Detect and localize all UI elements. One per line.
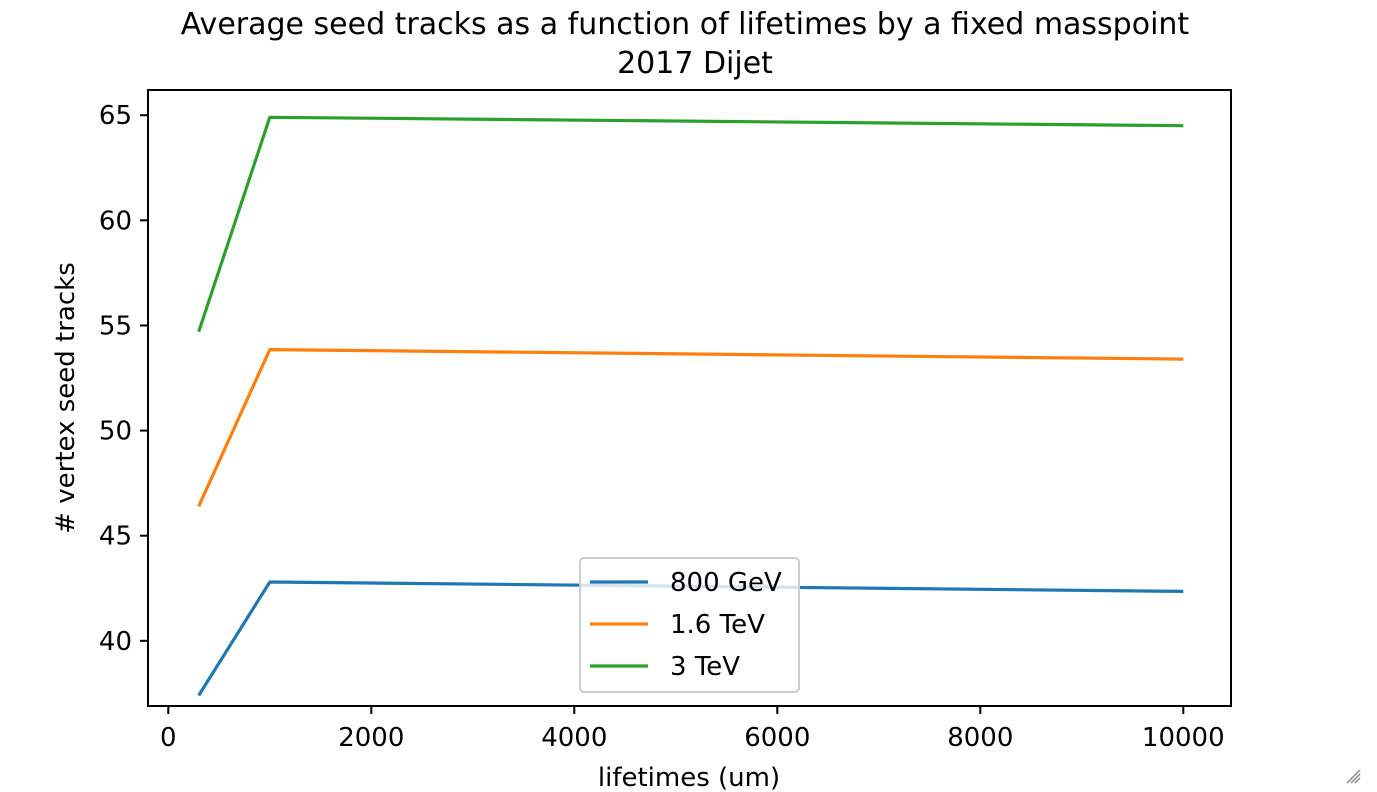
y-tick-label: 40	[99, 627, 132, 657]
x-tick-label: 0	[160, 723, 177, 753]
y-axis: 40 45 50 55 60 65	[99, 101, 148, 657]
y-tick-label: 60	[99, 206, 132, 236]
x-axis-label: lifetimes (um)	[598, 763, 780, 792]
y-tick-label: 50	[99, 417, 132, 447]
x-axis: 0 2000 4000 6000 8000 10000	[160, 706, 1225, 753]
x-tick-label: 4000	[541, 723, 607, 753]
legend-label: 800 GeV	[670, 568, 782, 598]
y-tick-label: 55	[99, 311, 132, 341]
series-line	[197, 115, 1184, 333]
y-tick-label: 65	[99, 101, 132, 131]
chart-subtitle: 2017 Dijet	[617, 46, 773, 81]
x-tick-label: 10000	[1142, 723, 1225, 753]
resize-grip-icon[interactable]	[1345, 768, 1361, 784]
legend-box	[579, 557, 800, 693]
x-tick-label: 6000	[744, 723, 810, 753]
y-tick-label: 45	[99, 522, 132, 552]
legend-label: 1.6 TeV	[670, 610, 765, 640]
chart-title: Average seed tracks as a function of lif…	[181, 7, 1190, 42]
x-tick-label: 8000	[947, 723, 1013, 753]
y-axis-label: # vertex seed tracks	[51, 262, 81, 534]
legend-label: 3 TeV	[670, 652, 740, 682]
series-line	[197, 348, 1184, 507]
x-tick-label: 2000	[338, 723, 404, 753]
plot-frame	[147, 89, 1232, 707]
legend: 800 GeV 1.6 TeV 3 TeV	[579, 557, 800, 693]
series-group	[197, 115, 1184, 697]
series-line	[197, 580, 1184, 697]
